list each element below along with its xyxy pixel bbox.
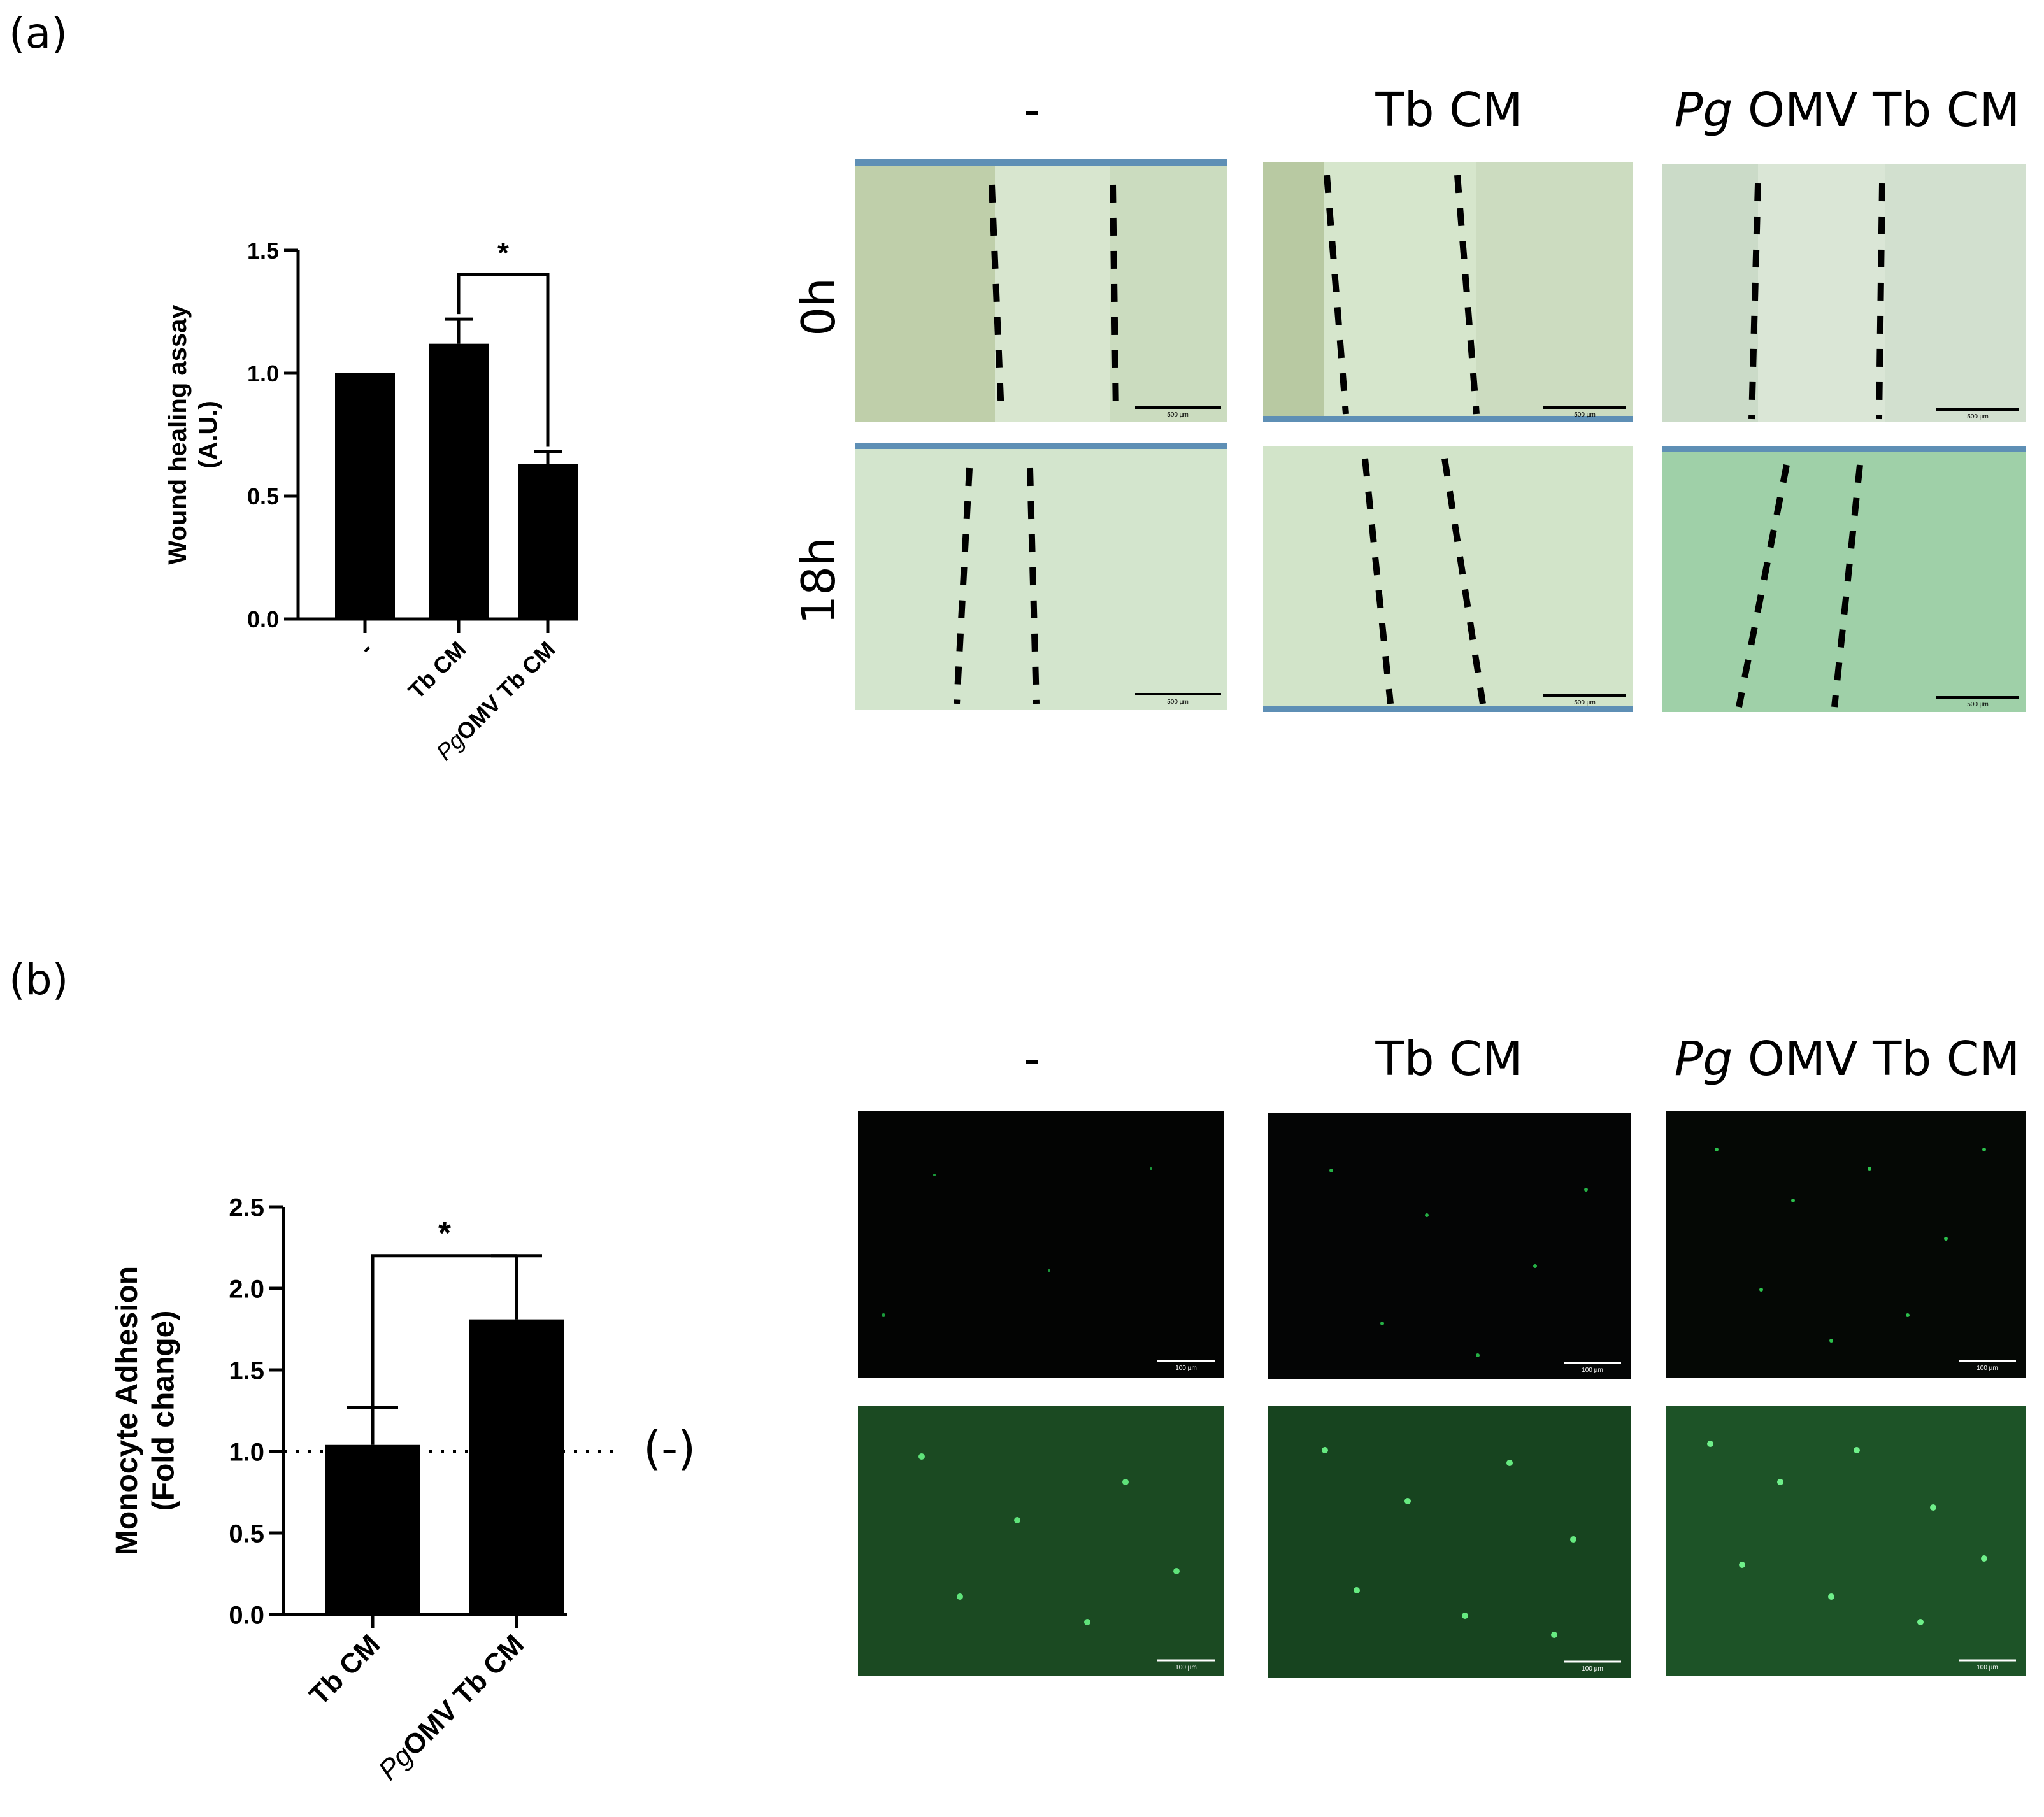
y-tick-label: 1.0 <box>229 1438 264 1466</box>
significance-bracket <box>457 273 550 447</box>
svg-text:100 µm: 100 µm <box>1976 1365 1998 1372</box>
y-tick-label: 0.0 <box>229 1601 264 1629</box>
col-header-tbcm-a: Tb CM <box>1375 83 1523 138</box>
col-header-neg-b: - <box>1023 1032 1041 1087</box>
y-axis-label: Wound healing assay <box>164 304 192 565</box>
micrograph-tbcm-0h: 500 µm <box>1263 162 1633 422</box>
micrograph-pgomv-18h: 500 µm <box>1662 446 2026 712</box>
svg-text:100 µm: 100 µm <box>1175 1664 1197 1671</box>
significance-star: * <box>497 236 509 269</box>
scale-bar-label: 500 µm <box>1167 411 1189 418</box>
fluorescence-neg-top: 100 µm <box>858 1111 1224 1378</box>
svg-text:100 µm: 100 µm <box>1175 1365 1197 1372</box>
micrograph-neg-18h: 500 µm <box>855 443 1227 710</box>
svg-text:500 µm: 500 µm <box>1574 699 1596 706</box>
svg-text:500 µm: 500 µm <box>1167 699 1189 706</box>
y-tick-label: 0.5 <box>229 1520 264 1548</box>
bar <box>518 464 578 619</box>
col-header-tbcm-b: Tb CM <box>1375 1032 1523 1087</box>
micrograph-pgomv-0h: 500 µm <box>1662 164 2026 422</box>
significance-star: * <box>438 1215 452 1252</box>
bar <box>429 343 489 619</box>
panel-label-b: (b) <box>9 955 69 1004</box>
y-tick-label: 1.5 <box>247 238 279 264</box>
svg-text:500 µm: 500 µm <box>1574 411 1596 418</box>
col-header-neg-a: - <box>1023 83 1041 138</box>
x-tick-label: Tb CM <box>303 1628 386 1711</box>
micrograph-tbcm-18h: 500 µm <box>1263 446 1633 712</box>
fluorescence-pgomv-top: 100 µm <box>1666 1111 2026 1378</box>
micrograph-neg-0h: 500 µm <box>855 159 1227 422</box>
fluorescence-tbcm-bottom: 100 µm <box>1268 1406 1631 1678</box>
bar <box>469 1319 564 1614</box>
svg-text:100 µm: 100 µm <box>1582 1665 1603 1672</box>
svg-text:500 µm: 500 µm <box>1967 413 1989 420</box>
y-tick-label: 2.0 <box>229 1275 264 1303</box>
fluorescence-pgomv-bottom: 100 µm <box>1666 1406 2026 1676</box>
chart-monocyte-adhesion: 0.0 0.5 1.0 1.5 2.0 2.5 Monocyte Adhesion (Fold… <box>110 1194 615 1786</box>
x-tick-label: PgOMV Tb CM <box>373 1628 530 1786</box>
y-tick-label: 2.5 <box>229 1194 264 1222</box>
y-tick-label: 0.5 <box>247 483 279 509</box>
bar <box>325 1444 420 1614</box>
bar <box>335 373 395 619</box>
col-header-pgomv-b: Pg OMV Tb CM <box>1674 1032 2020 1087</box>
fluorescence-tbcm-top: 100 µm <box>1268 1113 1631 1379</box>
row-label-18h: 18h <box>792 537 845 625</box>
svg-text:100 µm: 100 µm <box>1976 1664 1998 1671</box>
row-label-0h: 0h <box>792 278 845 336</box>
y-axis-label-unit: (Fold change) <box>147 1311 181 1511</box>
y-tick-label: 1.0 <box>247 360 279 387</box>
y-tick-label: 0.0 <box>247 606 279 632</box>
y-axis-label-unit: (A.U.) <box>194 401 222 469</box>
svg-text:500 µm: 500 µm <box>1967 701 1989 708</box>
significance-bracket <box>371 1254 517 1407</box>
y-axis-label: Monocyte Adhesion <box>110 1266 144 1555</box>
fluorescence-neg-bottom: 100 µm <box>858 1406 1224 1676</box>
svg-text:100 µm: 100 µm <box>1582 1367 1603 1374</box>
reference-line-label: (-) <box>643 1422 696 1475</box>
col-header-pgomv-a: Pg OMV Tb CM <box>1674 83 2020 138</box>
y-tick-label: 1.5 <box>229 1357 264 1385</box>
panel-label-a: (a) <box>9 9 68 58</box>
